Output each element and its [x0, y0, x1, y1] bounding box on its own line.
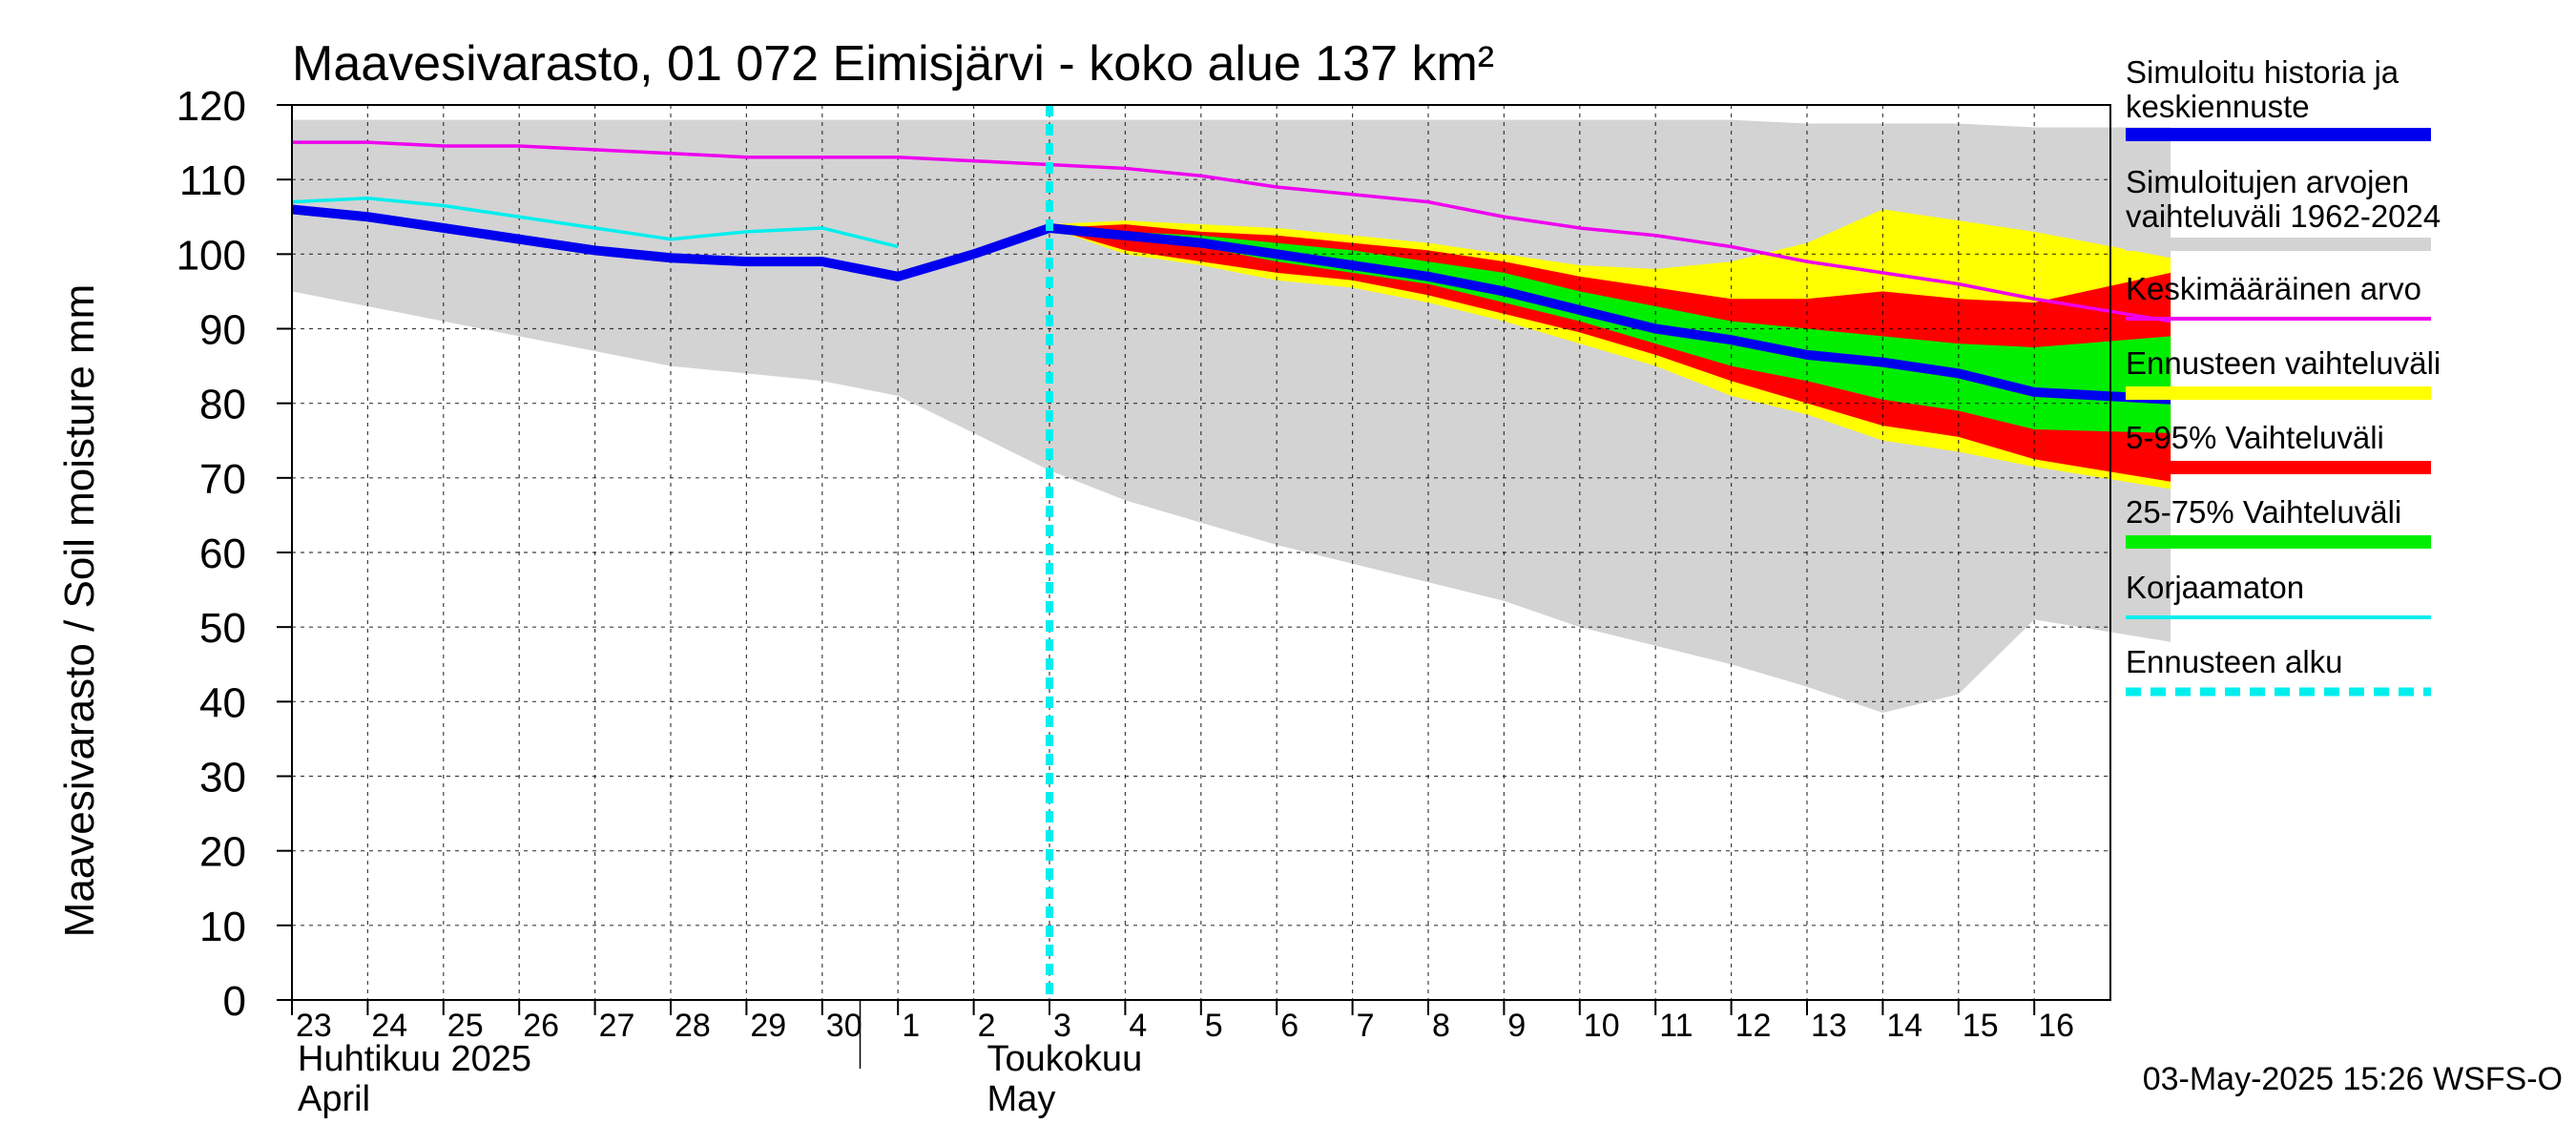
plot-area	[291, 104, 2171, 1001]
y-axis-label: Maavesivarasto / Soil moisture mm	[56, 284, 103, 938]
x-tick-label-10: 3	[1053, 1008, 1071, 1044]
month-label-fi-1: Toukokuu	[987, 1039, 1143, 1079]
legend-label-0: Simuloitu historia ja keskiennuste	[2126, 54, 2399, 124]
chart-title: Maavesivarasto, 01 072 Eimisjärvi - koko…	[292, 36, 1494, 92]
legend-label-5: 25-75% Vaihteluväli	[2126, 494, 2401, 530]
y-tick-label-7: 70	[199, 456, 246, 503]
x-tick-label-13: 6	[1280, 1008, 1298, 1044]
legend-label-6: Korjaamaton	[2126, 570, 2304, 605]
x-axis: 23 24 25 26 27 28 29 30 1 2 3 4 5 6 7 8 9 10 11 12 13 14 15 16H…	[291, 1000, 2074, 1119]
y-axis: 0 10 20 30 40 50 60 70 80 90 100 110 120	[177, 83, 292, 1025]
band-2	[1049, 224, 2171, 482]
legend-label-3: Ennusteen vaihteluväli	[2126, 345, 2441, 381]
x-tick-label-19: 12	[1735, 1008, 1772, 1044]
legend: Simuloitu historia ja keskiennuste Simuloi…	[2126, 54, 2441, 697]
y-tick-label-10: 100	[177, 232, 246, 279]
x-tick-label-20: 13	[1811, 1008, 1847, 1044]
x-tick-label-8: 1	[902, 1008, 920, 1044]
y-tick-label-8: 80	[199, 382, 246, 428]
x-tick-label-22: 15	[1963, 1008, 1999, 1044]
month-label-en-1: May	[987, 1079, 1056, 1119]
x-tick-label-16: 9	[1507, 1008, 1526, 1044]
legend-label-7: Ennusteen alku	[2126, 644, 2343, 679]
footer-timestamp: 03-May-2025 15:26 WSFS-O	[2143, 1061, 2563, 1097]
series-line-0	[291, 204, 2171, 405]
x-tick-label-18: 11	[1659, 1008, 1693, 1044]
x-tick-label-2: 25	[447, 1008, 484, 1044]
month-label-en-0: April	[298, 1079, 370, 1119]
month-label-fi-0: Huhtikuu 2025	[298, 1039, 531, 1079]
series-line-2	[291, 196, 899, 249]
y-tick-label-0: 0	[223, 978, 246, 1025]
x-tick-label-12: 5	[1205, 1008, 1223, 1044]
x-tick-label-14: 7	[1357, 1008, 1375, 1044]
y-tick-label-6: 60	[199, 531, 246, 577]
y-tick-label-9: 90	[199, 307, 246, 354]
x-tick-label-11: 4	[1129, 1008, 1147, 1044]
x-tick-label-0: 23	[296, 1008, 332, 1044]
x-tick-label-15: 8	[1432, 1008, 1450, 1044]
x-tick-label-6: 29	[750, 1008, 786, 1044]
y-tick-label-1: 10	[199, 904, 246, 950]
y-tick-label-4: 40	[199, 679, 246, 726]
x-tick-label-7: 30	[826, 1008, 862, 1044]
band-3	[1049, 227, 2171, 433]
x-tick-label-23: 16	[2038, 1008, 2074, 1044]
x-tick-label-9: 2	[978, 1008, 996, 1044]
y-tick-label-12: 120	[177, 83, 246, 130]
x-tick-label-21: 14	[1886, 1008, 1922, 1044]
x-tick-label-1: 24	[371, 1008, 407, 1044]
x-tick-label-5: 28	[675, 1008, 711, 1044]
series-line-1	[292, 140, 2171, 323]
x-tick-label-3: 26	[523, 1008, 559, 1044]
y-tick-label-11: 110	[179, 157, 246, 204]
x-tick-label-17: 10	[1584, 1008, 1620, 1044]
y-tick-label-5: 50	[199, 605, 246, 652]
y-tick-label-3: 30	[199, 755, 246, 802]
legend-label-2: Keskimääräinen arvo	[2126, 271, 2421, 306]
legend-label-4: 5-95% Vaihteluväli	[2126, 420, 2384, 455]
x-tick-label-4: 27	[599, 1008, 635, 1044]
y-tick-label-2: 20	[199, 829, 246, 876]
legend-label-1: Simuloitujen arvojen vaihteluväli 1962-20…	[2126, 164, 2441, 234]
